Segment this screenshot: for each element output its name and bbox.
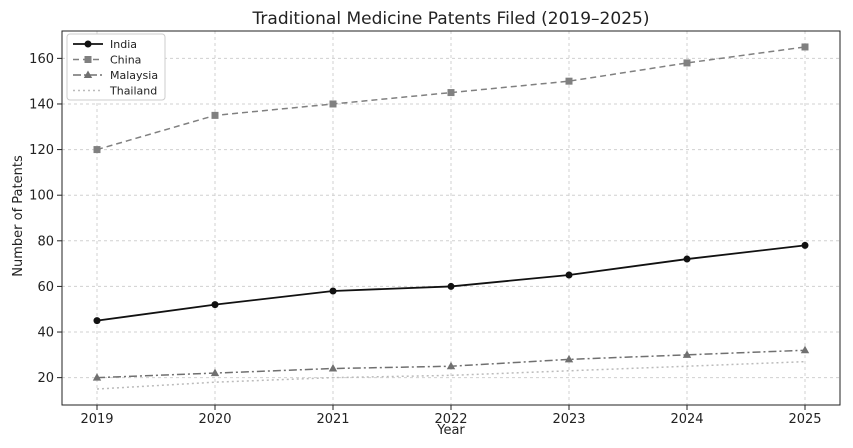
- legend-label-malaysia: Malaysia: [110, 69, 158, 82]
- data-point-china: [565, 77, 573, 85]
- data-point-china: [93, 146, 101, 154]
- x-tick-label: 2022: [434, 412, 467, 427]
- series-lines: [92, 43, 810, 390]
- y-tick-label: 60: [37, 280, 54, 295]
- data-point-malaysia: [682, 350, 692, 358]
- gridlines: [62, 31, 840, 405]
- y-tick-label: 100: [29, 189, 54, 204]
- data-point-china: [211, 111, 219, 119]
- x-tick-label: 2019: [80, 412, 113, 427]
- legend-label-china: China: [110, 54, 141, 67]
- legend: India China Malaysia Thailand: [66, 33, 166, 101]
- x-axis-title: Year: [436, 423, 465, 438]
- data-point-china: [801, 43, 809, 51]
- legend-label-thailand: Thailand: [109, 85, 157, 98]
- data-point-china: [447, 89, 455, 97]
- data-point-china: [683, 59, 691, 67]
- data-point-india: [683, 255, 691, 263]
- legend-marker-malaysia: [83, 70, 93, 78]
- y-axis-title: Number of Patents: [11, 155, 26, 277]
- data-point-india: [211, 301, 219, 309]
- y-tick-label: 160: [29, 52, 54, 67]
- data-point-india: [447, 282, 455, 290]
- y-tick-label: 20: [37, 371, 54, 386]
- data-point-india: [93, 317, 101, 325]
- x-tick-label: 2025: [788, 412, 821, 427]
- data-point-malaysia: [800, 345, 810, 354]
- y-tick-label: 120: [29, 143, 54, 158]
- chart-title: Traditional Medicine Patents Filed (2019…: [252, 9, 650, 29]
- x-tick-label: 2023: [552, 412, 585, 427]
- y-tick-label: 40: [37, 326, 54, 341]
- x-axis: 2019 2020 2021 2022 2023 2024 2025: [80, 405, 822, 427]
- data-point-malaysia: [92, 373, 102, 381]
- series-india: [93, 241, 809, 325]
- x-tick-label: 2020: [198, 412, 231, 427]
- data-point-india: [565, 271, 573, 279]
- data-point-china: [329, 100, 337, 108]
- series-line-thailand: [96, 360, 806, 390]
- legend-marker-china: [84, 56, 92, 63]
- legend-label-india: India: [110, 38, 137, 51]
- y-tick-label: 80: [37, 234, 54, 249]
- data-point-malaysia: [564, 354, 574, 363]
- series-malaysia: [92, 345, 810, 381]
- series-china: [93, 43, 809, 154]
- legend-box: [66, 33, 166, 101]
- y-axis: 20 40 60 80 100 120 140 160: [29, 52, 62, 386]
- legend-marker-india: [84, 40, 92, 48]
- series-thailand: [96, 360, 806, 390]
- data-point-india: [801, 241, 809, 249]
- data-point-india: [329, 287, 337, 295]
- x-tick-label: 2021: [316, 412, 349, 427]
- x-tick-label: 2024: [670, 412, 703, 427]
- data-point-malaysia: [328, 364, 338, 372]
- data-point-malaysia: [210, 368, 220, 377]
- y-tick-label: 140: [29, 97, 54, 112]
- data-point-malaysia: [446, 361, 456, 370]
